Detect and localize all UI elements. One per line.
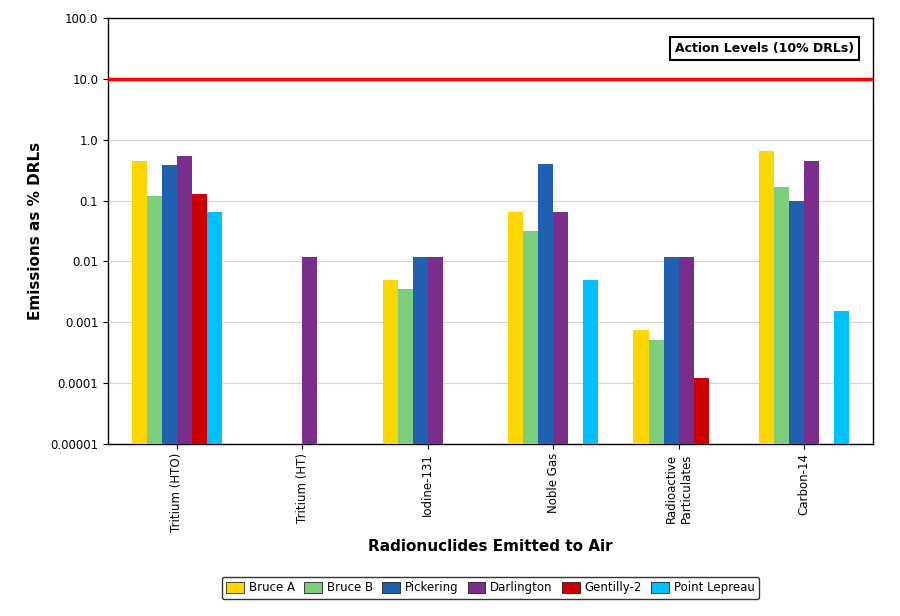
Bar (663, 256, 679, 616)
Bar (774, 187, 789, 616)
Bar (302, 256, 318, 616)
Bar (789, 201, 804, 616)
Bar (538, 164, 554, 616)
Bar (192, 193, 207, 616)
Bar (649, 341, 663, 616)
Bar (834, 311, 850, 616)
Bar (131, 161, 147, 616)
Bar (177, 156, 192, 616)
Bar (679, 256, 694, 616)
Bar (523, 230, 538, 616)
Bar (207, 212, 222, 616)
Bar (147, 196, 162, 616)
Bar (759, 152, 774, 616)
Y-axis label: Emissions as % DRLs: Emissions as % DRLs (28, 142, 43, 320)
Bar (162, 166, 177, 616)
Legend: Bruce A, Bruce B, Pickering, Darlington, Gentilly-2, Point Lepreau: Bruce A, Bruce B, Pickering, Darlington,… (221, 577, 760, 599)
Bar (398, 289, 413, 616)
Bar (694, 378, 708, 616)
Bar (583, 280, 599, 616)
Bar (413, 256, 428, 616)
Bar (804, 161, 819, 616)
Text: Action Levels (10% DRLs): Action Levels (10% DRLs) (675, 42, 854, 55)
Bar (554, 212, 568, 616)
Bar (428, 256, 443, 616)
X-axis label: Radionuclides Emitted to Air: Radionuclides Emitted to Air (368, 540, 613, 554)
Bar (382, 280, 398, 616)
Bar (634, 330, 649, 616)
Bar (508, 212, 523, 616)
